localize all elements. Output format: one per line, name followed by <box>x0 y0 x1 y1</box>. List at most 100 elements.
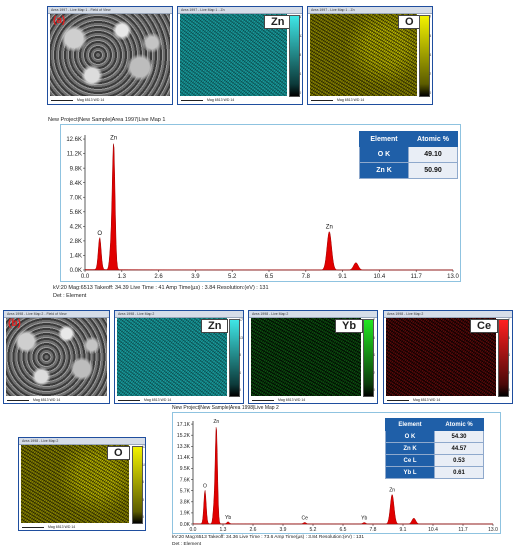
y-tick-label: 5.6K <box>70 210 82 216</box>
x-tick-label: 7.8 <box>302 274 311 280</box>
peak-label: Ce <box>301 516 308 522</box>
x-tick-label: 6.5 <box>265 274 274 280</box>
y-tick-label: 7.0K <box>70 195 82 201</box>
y-tick-label: 9.5K <box>180 466 191 472</box>
x-tick-label: 10.4 <box>428 527 438 533</box>
tile-header: Area 1997 - Live Map 1 - Zn <box>308 7 432 14</box>
scale-bar: Mag 6513 WD 14 <box>22 525 128 529</box>
x-tick-label: 0.0 <box>81 274 90 280</box>
x-tick-label: 0.0 <box>190 527 197 533</box>
x-tick-label: 6.5 <box>340 527 347 533</box>
x-tick-label: 13.0 <box>447 274 459 280</box>
zn-map-tile-b: Area 1998 - Live Map 2 Zn 17 13 8 4 0 Mag 65… <box>114 310 244 404</box>
peak-label: Zn <box>389 487 395 493</box>
tile-header: Area 1998 - Live Map 2 <box>249 311 377 318</box>
table-header-atomic: Atomic % <box>408 131 458 147</box>
x-tick-label: 1.3 <box>220 527 227 533</box>
y-tick-label: 9.8K <box>70 166 82 172</box>
eds-spectrum-b: 0.0K 1.9K 3.8K 5.7K 7.6K 9.5K 11.4K 13.3K 15.2K 1… <box>172 412 501 534</box>
peak-label: O <box>97 231 102 237</box>
y-tick-label: 0.0K <box>70 268 82 274</box>
y-tick-label: 2.8K <box>70 239 82 245</box>
x-tick-label: 3.9 <box>280 527 287 533</box>
y-tick-label: 0.0K <box>180 522 191 528</box>
scale-bar: Mag 6513 WD 14 <box>7 398 107 402</box>
atomic-table-a: Element Atomic % O K 49.10 Zn K 50.90 <box>359 131 458 179</box>
element-label-o: O <box>107 446 130 460</box>
tile-header: Area 1997 - Live Map 1 - Field of View <box>48 7 172 14</box>
y-tick-label: 1.4K <box>70 254 82 260</box>
zn-colorbar <box>229 319 240 397</box>
element-label-zn: Zn <box>201 319 229 333</box>
sem-image-tile-a: Area 1997 - Live Map 1 - Field of View M… <box>47 6 173 105</box>
scale-bar: Mag 6513 WD 14 <box>181 98 285 102</box>
table-header-element: Element <box>359 131 409 147</box>
ce-colorbar <box>498 319 509 397</box>
panel-tag-b: (b) <box>8 318 21 329</box>
peak-label: Yb <box>361 516 367 522</box>
table-header-atomic: Atomic % <box>434 418 484 431</box>
peak-label: Yb <box>225 515 231 521</box>
zn-colorbar <box>289 15 300 97</box>
spectrum-series <box>84 143 454 271</box>
detector-info-b: Det : Element <box>172 542 202 547</box>
scale-bar: Mag 6513 WD 14 <box>252 398 360 402</box>
spectrum-chart-a: 0.0K 1.4K 2.8K 4.2K 5.6K 7.0K 8.4K 9.8K 11.2K 12.… <box>66 135 459 280</box>
table-header-element: Element <box>385 418 435 431</box>
y-tick-label: 3.8K <box>180 500 191 506</box>
y-tick-label: 11.4K <box>177 455 190 461</box>
table-row: O K 49.10 <box>359 146 458 163</box>
table-row: Zn K 50.90 <box>359 162 458 179</box>
tile-header: Area 1998 - Live Map 2 <box>115 311 243 318</box>
x-tick-label: 10.4 <box>374 274 386 280</box>
scale-bar: Mag 6513 WD 14 <box>51 98 169 102</box>
peak-label: Zn <box>110 135 117 141</box>
y-tick-label: 13.3K <box>177 444 191 450</box>
x-tick-label: 1.3 <box>118 274 127 280</box>
x-tick-label: 11.7 <box>458 527 468 533</box>
x-tick-label: 9.1 <box>400 527 407 533</box>
spectrum-title-b: New Project|New Sample|Area 1998|Live Ma… <box>172 405 279 411</box>
y-tick-label: 4.2K <box>70 224 82 230</box>
element-label-ce: Ce <box>470 319 499 333</box>
element-label-zn: Zn <box>264 15 292 29</box>
element-label-o: O <box>398 15 421 29</box>
eds-spectrum-a: 0.0K 1.4K 2.8K 4.2K 5.6K 7.0K 8.4K 9.8K 11.2K 12.… <box>60 124 461 282</box>
spectrum-chart-b: 0.0K 1.9K 3.8K 5.7K 7.6K 9.5K 11.4K 13.3K 15.2K 1… <box>177 419 498 533</box>
y-tick-label: 17.1K <box>177 422 191 428</box>
o-colorbar <box>419 15 430 97</box>
scale-bar: Mag 6513 WD 14 <box>118 398 226 402</box>
y-tick-label: 12.6K <box>66 137 82 143</box>
x-tick-label: 9.1 <box>338 274 347 280</box>
tile-header: Area 1997 - Live Map 1 - Zn <box>178 7 302 14</box>
acquisition-info-b: kV:20 Mag:6513 Takeoff: 34.36 Live Time … <box>172 535 364 540</box>
y-tick-label: 8.4K <box>70 181 82 187</box>
table-row: Zn K 44.57 <box>385 442 484 455</box>
y-tick-label: 15.2K <box>177 433 191 439</box>
y-tick-label: 7.6K <box>180 477 191 483</box>
y-tick-label: 11.2K <box>67 152 82 158</box>
tile-header: Area 1998 - Live Map 2 - Field of View <box>4 311 109 318</box>
sem-image-tile-b: Area 1998 - Live Map 2 - Field of View M… <box>3 310 110 404</box>
o-map-tile-b: Area 1998 - Live Map 2 O 13 10 6 3 0 Mag 651… <box>18 437 146 531</box>
o-colorbar <box>132 446 143 524</box>
scale-bar: Mag 6513 WD 14 <box>387 398 495 402</box>
x-tick-label: 5.2 <box>310 527 317 533</box>
spectrum-series <box>192 427 494 525</box>
peak-label: Zn <box>326 225 333 231</box>
yb-colorbar <box>363 319 374 397</box>
tile-header: Area 1998 - Live Map 2 <box>384 311 512 318</box>
y-tick-label: 1.9K <box>180 511 191 517</box>
peak-label: Zn <box>213 419 219 425</box>
x-tick-label: 3.9 <box>191 274 200 280</box>
scale-bar: Mag 6513 WD 14 <box>311 98 415 102</box>
